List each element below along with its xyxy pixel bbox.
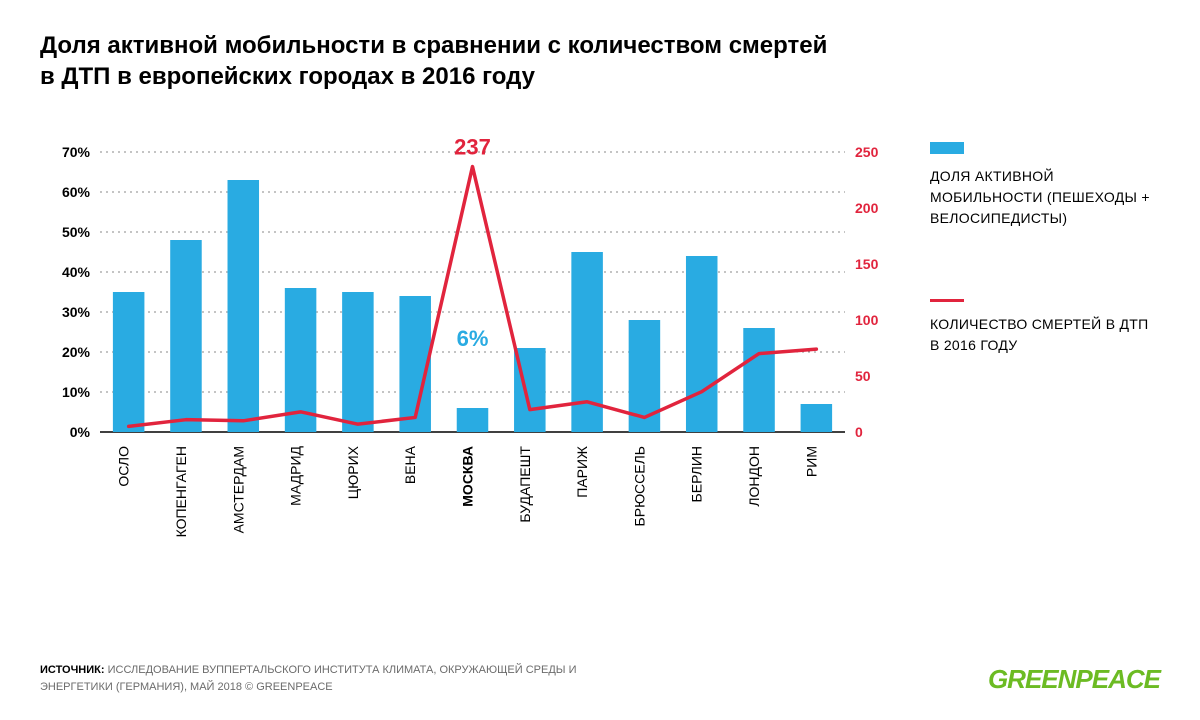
category-label: БРЮССЕЛЬ: [631, 446, 647, 526]
category-label: БУДАПЕШТ: [517, 446, 533, 523]
svg-text:40%: 40%: [62, 264, 91, 280]
content-row: 0% 10% 20% 30% 40% 50% 60% 70% 0 50 100 150 200 250 ОС…: [40, 132, 1160, 562]
bar: [457, 408, 489, 432]
svg-text:10%: 10%: [62, 384, 91, 400]
bar: [686, 256, 718, 432]
source-citation: ИСТОЧНИК: ИССЛЕДОВАНИЕ ВУППЕРТАЛЬСКОГО И…: [40, 662, 640, 695]
legend-swatch-bar: [930, 142, 964, 154]
title-line-2: в ДТП в европейских городах в 2016 году: [40, 63, 535, 90]
bar: [743, 328, 775, 432]
chart-title: Доля активной мобильности в сравнении с …: [40, 30, 1160, 92]
bar: [342, 292, 374, 432]
source-prefix: ИСТОЧНИК:: [40, 664, 105, 676]
bar: [801, 404, 833, 432]
category-label: ВЕНА: [402, 446, 418, 485]
svg-text:200: 200: [855, 200, 879, 216]
category-label: ЛОНДОН: [746, 446, 762, 507]
title-line-1: Доля активной мобильности в сравнении с …: [40, 32, 827, 59]
bar: [170, 240, 202, 432]
svg-text:20%: 20%: [62, 344, 91, 360]
annotation-bar-value: 6%: [457, 326, 489, 351]
footer: ИСТОЧНИК: ИССЛЕДОВАНИЕ ВУППЕРТАЛЬСКОГО И…: [40, 662, 1160, 695]
svg-text:70%: 70%: [62, 144, 91, 160]
category-label: ЦЮРИХ: [345, 446, 361, 500]
category-label: БЕРЛИН: [689, 446, 705, 502]
legend-label-line: КОЛИЧЕСТВО СМЕРТЕЙ В ДТП В 2016 ГОДУ: [930, 314, 1160, 356]
svg-text:100: 100: [855, 312, 879, 328]
svg-text:0%: 0%: [70, 424, 91, 440]
legend-item-bars: ДОЛЯ АКТИВНОЙ МОБИЛЬНОСТИ (ПЕШЕХОДЫ + ВЕ…: [930, 142, 1160, 229]
svg-text:250: 250: [855, 144, 879, 160]
svg-text:150: 150: [855, 256, 879, 272]
legend-item-line: КОЛИЧЕСТВО СМЕРТЕЙ В ДТП В 2016 ГОДУ: [930, 299, 1160, 356]
category-label: КОПЕНГАГЕН: [173, 446, 189, 537]
legend-label-bar: ДОЛЯ АКТИВНОЙ МОБИЛЬНОСТИ (ПЕШЕХОДЫ + ВЕ…: [930, 166, 1160, 229]
svg-text:50: 50: [855, 368, 871, 384]
source-text: ИССЛЕДОВАНИЕ ВУППЕРТАЛЬСКОГО ИНСТИТУТА К…: [40, 664, 576, 693]
category-label: ОСЛО: [116, 446, 132, 487]
legend: ДОЛЯ АКТИВНОЙ МОБИЛЬНОСТИ (ПЕШЕХОДЫ + ВЕ…: [930, 132, 1160, 562]
category-label: ПАРИЖ: [574, 446, 590, 498]
svg-text:50%: 50%: [62, 224, 91, 240]
svg-text:60%: 60%: [62, 184, 91, 200]
svg-text:30%: 30%: [62, 304, 91, 320]
category-label: МАДРИД: [288, 446, 304, 506]
annotation-line-peak: 237: [454, 135, 491, 160]
dual-axis-chart: 0% 10% 20% 30% 40% 50% 60% 70% 0 50 100 150 200 250 ОС…: [40, 132, 900, 562]
bar: [113, 292, 145, 432]
category-label: РИМ: [803, 446, 819, 477]
chart-area: 0% 10% 20% 30% 40% 50% 60% 70% 0 50 100 150 200 250 ОС…: [40, 132, 900, 562]
category-label: АМСТЕРДАМ: [230, 446, 246, 533]
brand-logo: GREENPEACE: [988, 664, 1160, 695]
legend-swatch-line: [930, 299, 964, 302]
svg-text:0: 0: [855, 424, 863, 440]
bar: [228, 180, 260, 432]
category-label: МОСКВА: [460, 446, 476, 507]
